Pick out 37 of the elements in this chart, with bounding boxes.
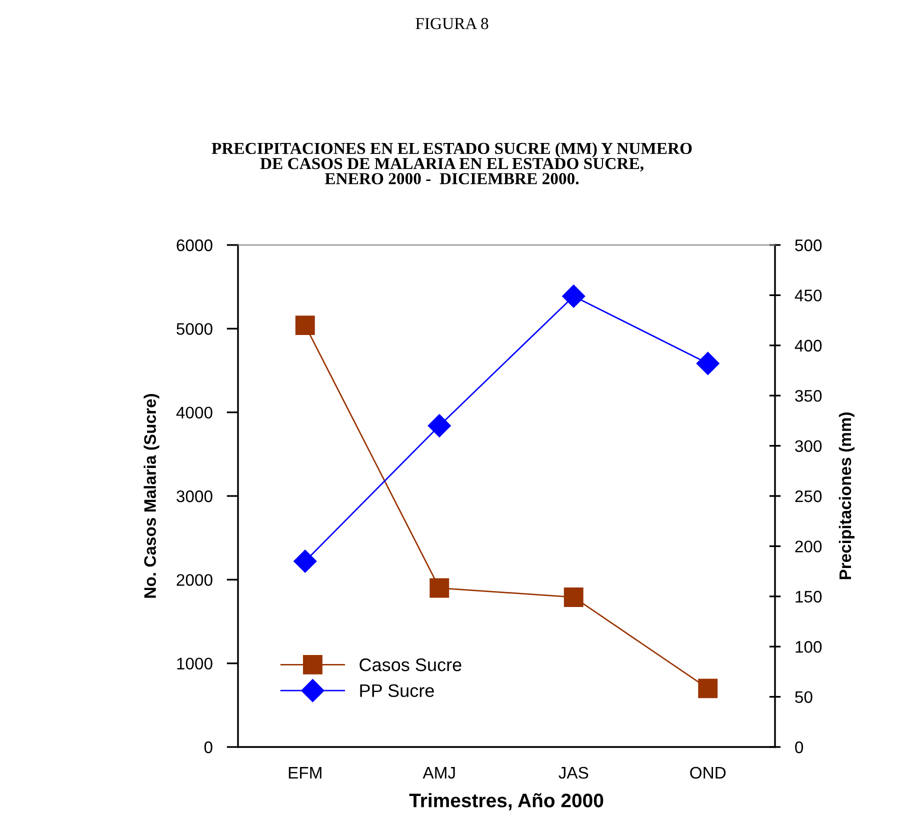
x-tick-label: JAS — [558, 766, 588, 779]
chart-subtitle: PRECIPITACIONES EN EL ESTADO SUCRE (MM) Y NUMERO DE CASOS DE MALARIA EN EL ESTADO SUCRE, ENERO 2000 - DICIEMBRE 2000. — [212, 142, 692, 184]
y-axis-title: No. Casos Malaria (Sucre) — [144, 394, 160, 598]
y-tick-label: 3000 — [176, 490, 212, 502]
y2-tick-label: 50 — [795, 691, 812, 704]
chart-title: FIGURA 8 — [416, 18, 488, 30]
y-tick-label: 2000 — [176, 574, 212, 586]
point — [428, 414, 451, 438]
y-tick-label: 5000 — [176, 323, 212, 335]
y-tick-label: 4000 — [176, 406, 212, 419]
y2-tick-label: 300 — [795, 440, 822, 452]
point — [696, 352, 720, 375]
legend-label: PP Sucre — [360, 684, 434, 698]
y2-tick-label: 200 — [795, 540, 822, 552]
y2-tick-label: 450 — [794, 290, 822, 302]
point — [430, 578, 450, 598]
x-axis-title: Trimestres, Año 2000 — [409, 793, 604, 810]
point — [562, 284, 586, 308]
y2-tick-label: 100 — [796, 641, 822, 653]
y-tick-label: 6000 — [176, 239, 212, 252]
y2-axis-title: Precipitaciones (mm) — [838, 412, 854, 580]
legend-label: Casos Sucre — [360, 658, 462, 672]
point — [294, 550, 317, 573]
y2-tick-label: 500 — [795, 239, 822, 252]
y2-tick-label: 150 — [796, 590, 822, 603]
point — [698, 678, 718, 698]
y2-tick-label: 350 — [795, 390, 822, 402]
point — [564, 588, 584, 607]
y2-tick-label: 0 — [795, 741, 804, 754]
y2-tick-label: 250 — [795, 490, 822, 502]
x-tick-label: AMJ — [422, 767, 455, 779]
y2-tick-label: 400 — [794, 340, 822, 352]
y-tick-label: 1000 — [177, 658, 212, 670]
y-tick-label: 0 — [204, 741, 212, 754]
point — [295, 316, 315, 336]
x-tick-label: EFM — [288, 767, 322, 779]
x-tick-label: OND — [690, 766, 726, 779]
